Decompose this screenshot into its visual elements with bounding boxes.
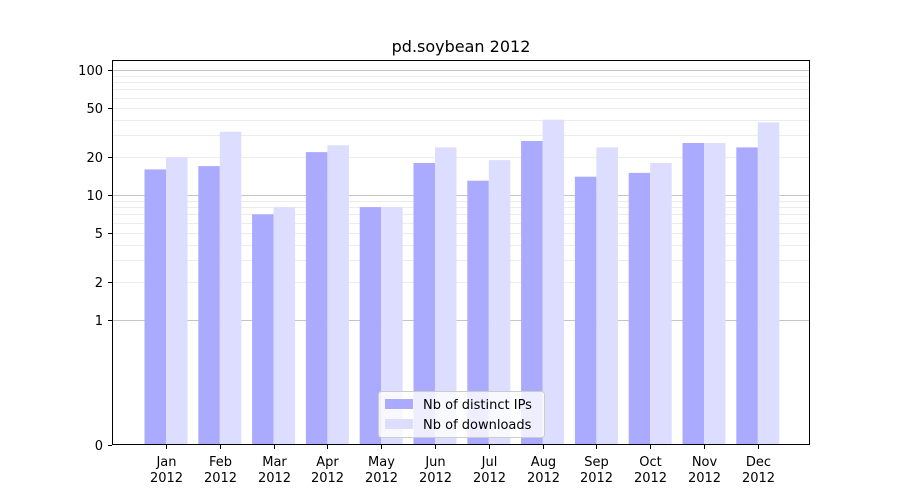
x-tick-label-month: Jan bbox=[155, 455, 176, 470]
x-tick-label-year: 2012 bbox=[365, 471, 398, 486]
bar-downloads bbox=[381, 207, 403, 445]
bar-ips bbox=[198, 166, 220, 445]
y-tick-label: 0 bbox=[95, 439, 103, 454]
bar-downloads bbox=[327, 145, 349, 445]
bar-ips bbox=[736, 147, 758, 445]
x-tick-label-month: Jun bbox=[424, 455, 445, 470]
bar-ips bbox=[305, 152, 328, 445]
y-tick-label: 5 bbox=[95, 227, 103, 242]
x-tick-label-year: 2012 bbox=[311, 471, 344, 486]
bar-ips bbox=[574, 176, 597, 445]
legend-swatch bbox=[385, 399, 413, 409]
bar-ips bbox=[467, 180, 489, 445]
x-tick-label-month: May bbox=[368, 455, 395, 470]
x-tick-label-year: 2012 bbox=[527, 471, 560, 486]
bar-ips bbox=[521, 141, 543, 445]
y-tick-label: 20 bbox=[86, 151, 103, 166]
legend-swatch bbox=[385, 419, 413, 429]
x-tick-label-month: Apr bbox=[316, 455, 339, 470]
bar-downloads bbox=[166, 157, 188, 446]
bar-ips bbox=[252, 214, 274, 445]
x-tick-label-month: Jul bbox=[481, 455, 498, 470]
x-tick-label-year: 2012 bbox=[580, 471, 613, 486]
y-tick-label: 1 bbox=[95, 314, 103, 329]
bar-downloads bbox=[650, 163, 672, 445]
plot-frame bbox=[112, 60, 810, 445]
y-axis: 0 1 2 5 10 20 50 100 bbox=[78, 64, 112, 454]
bar-downloads bbox=[273, 207, 296, 445]
y-tick-label: 10 bbox=[86, 189, 103, 204]
x-tick-label-month: Aug bbox=[531, 455, 556, 470]
x-tick-label-year: 2012 bbox=[688, 471, 721, 486]
legend-label: Nb of downloads bbox=[423, 418, 532, 433]
bar-downloads bbox=[435, 147, 457, 445]
legend: Nb of distinct IPs Nb of downloads bbox=[378, 391, 545, 438]
x-tick-label-year: 2012 bbox=[204, 471, 237, 486]
x-tick-label-month: Nov bbox=[692, 455, 718, 470]
x-tick-label-month: Oct bbox=[639, 455, 661, 470]
bars bbox=[144, 119, 780, 446]
bar-downloads bbox=[757, 122, 780, 446]
bar-ips bbox=[682, 143, 704, 445]
x-tick-label-month: Dec bbox=[746, 455, 771, 470]
bar-downloads bbox=[542, 119, 565, 445]
x-axis: Jan2012Feb2012Mar2012Apr2012May2012Jun20… bbox=[150, 445, 775, 486]
x-tick-label-year: 2012 bbox=[258, 471, 291, 486]
bar-ips bbox=[628, 172, 651, 445]
legend-box bbox=[378, 391, 545, 438]
bar-downloads bbox=[219, 131, 242, 446]
x-tick-label-year: 2012 bbox=[150, 471, 183, 486]
y-tick-label: 100 bbox=[78, 64, 103, 79]
bar-ips bbox=[413, 163, 435, 445]
bar-downloads bbox=[596, 147, 618, 445]
x-tick-label-month: Feb bbox=[209, 455, 232, 470]
bar-downloads bbox=[704, 143, 726, 445]
x-tick-label-month: Sep bbox=[584, 455, 609, 470]
y-tick-label: 2 bbox=[95, 276, 103, 291]
chart-title: pd.soybean 2012 bbox=[392, 37, 531, 56]
x-tick-label-year: 2012 bbox=[473, 471, 506, 486]
bar-downloads bbox=[488, 160, 511, 445]
x-tick-label-year: 2012 bbox=[742, 471, 775, 486]
bar-ips bbox=[144, 169, 166, 445]
bar-ips bbox=[359, 207, 382, 445]
y-tick-label: 50 bbox=[86, 102, 103, 117]
x-tick-label-year: 2012 bbox=[419, 471, 452, 486]
legend-label: Nb of distinct IPs bbox=[423, 398, 532, 413]
x-tick-label-year: 2012 bbox=[634, 471, 667, 486]
x-tick-label-month: Mar bbox=[262, 455, 287, 470]
